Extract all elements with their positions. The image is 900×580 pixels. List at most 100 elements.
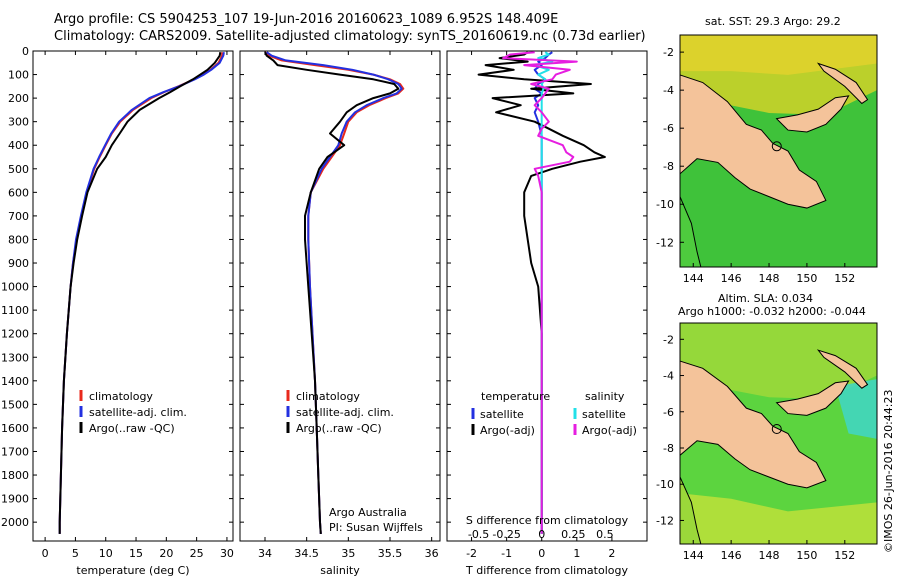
x-tick-label: 36 xyxy=(425,547,439,560)
map-x-tick-label: 150 xyxy=(796,272,817,285)
map-y-tick-label: -6 xyxy=(663,406,674,419)
land-new-guinea xyxy=(679,74,827,209)
y-tick-label: 200 xyxy=(8,92,29,105)
y-tick-label: 1900 xyxy=(1,493,29,506)
x2-tick-label: 0 xyxy=(538,528,545,541)
legend-label: satellite xyxy=(480,408,524,421)
map-sst xyxy=(679,34,878,268)
plot-frame-temperature xyxy=(32,50,234,542)
hot-water-band xyxy=(680,35,877,75)
credit-line2: PI: Susan Wijffels xyxy=(329,521,423,534)
legend-label: Argo(-adj) xyxy=(480,424,535,437)
legend-title: salinity xyxy=(585,390,625,403)
series-line-argo-raw-qc- xyxy=(264,51,400,534)
y-tick-label: 1100 xyxy=(1,304,29,317)
map-y-tick-label: -10 xyxy=(656,198,674,211)
x-axis-label: T difference from climatology xyxy=(465,564,628,577)
x2-tick-label: 0.5 xyxy=(596,528,614,541)
x-tick-label: 34 xyxy=(258,547,272,560)
credit-line1: Argo Australia xyxy=(329,506,407,519)
legend-label: climatology xyxy=(89,390,153,403)
y-tick-label: 1500 xyxy=(1,398,29,411)
map-x-tick-label: 152 xyxy=(834,272,855,285)
y-tick-label: 1000 xyxy=(1,281,29,294)
y-tick-label: 1300 xyxy=(1,351,29,364)
map-x-tick-label: 146 xyxy=(721,272,742,285)
x-tick-label: 34.5 xyxy=(294,547,319,560)
y-tick-label: 800 xyxy=(8,233,29,246)
south-sla-band xyxy=(680,493,877,544)
map-y-tick-label: -12 xyxy=(656,514,674,527)
argo-position-marker xyxy=(771,141,782,152)
land-new-britain xyxy=(775,95,850,133)
y-tick-label: 600 xyxy=(8,186,29,199)
map-y-tick-label: -8 xyxy=(663,160,674,173)
x-tick-label: 30 xyxy=(220,547,234,560)
map-sla xyxy=(679,322,878,545)
map-y-tick-label: -4 xyxy=(663,370,674,383)
map-y-tick-label: -10 xyxy=(656,478,674,491)
high-sla-patch xyxy=(835,379,877,439)
legend-label: satellite-adj. clim. xyxy=(296,406,394,419)
y-tick-label: 400 xyxy=(8,139,29,152)
map-x-tick-label: 144 xyxy=(683,549,704,562)
y-tick-label: 1400 xyxy=(1,375,29,388)
x-tick-label: 35 xyxy=(341,547,355,560)
x-tick-label: 25 xyxy=(190,547,204,560)
argo-position-marker xyxy=(771,424,782,435)
x-tick-label: 15 xyxy=(129,547,143,560)
map-y-tick-label: -8 xyxy=(663,442,674,455)
map-x-tick-label: 152 xyxy=(834,549,855,562)
map-y-tick-label: -2 xyxy=(663,333,674,346)
map-frame xyxy=(679,34,878,268)
plot-frame-salinity xyxy=(239,50,441,542)
legend-label: Argo(..raw -QC) xyxy=(89,422,175,435)
y-tick-label: 300 xyxy=(8,116,29,129)
legend-label: satellite xyxy=(582,408,626,421)
figure-title-line2: Climatology: CARS2009. Satellite-adjuste… xyxy=(54,29,646,44)
y-tick-label: 0 xyxy=(22,45,29,58)
x2-axis-label: S difference from climatology xyxy=(466,514,629,527)
y-tick-label: 2000 xyxy=(1,516,29,529)
y-tick-label: 700 xyxy=(8,210,29,223)
map-y-tick-label: -6 xyxy=(663,122,674,135)
sst-map-title: sat. SST: 29.3 Argo: 29.2 xyxy=(705,15,841,28)
x-tick-label: 2 xyxy=(608,547,615,560)
legend-label: Argo(-adj) xyxy=(582,424,637,437)
land-new-guinea xyxy=(679,360,827,489)
series-line-argo-raw-qc- xyxy=(58,52,222,534)
imos-stamp: ©IMOS 26-Jun-2016 20:44:23 xyxy=(882,389,895,553)
land-new-britain xyxy=(775,380,850,416)
y-tick-label: 1700 xyxy=(1,445,29,458)
map-frame xyxy=(679,322,878,545)
y-tick-label: 900 xyxy=(8,257,29,270)
x-tick-label: 0 xyxy=(42,547,49,560)
x-axis-label: salinity xyxy=(320,564,360,577)
x-tick-label: 5 xyxy=(72,547,79,560)
x-tick-label: 10 xyxy=(99,547,113,560)
x2-tick-label: 0.25 xyxy=(561,528,586,541)
y-tick-label: 1200 xyxy=(1,328,29,341)
y-tick-label: 1800 xyxy=(1,469,29,482)
map-x-tick-label: 150 xyxy=(796,549,817,562)
map-x-tick-label: 148 xyxy=(759,272,780,285)
x-tick-label: -2 xyxy=(466,547,477,560)
y-tick-label: 100 xyxy=(8,69,29,82)
map-y-tick-label: -12 xyxy=(656,236,674,249)
x-axis-label: temperature (deg C) xyxy=(76,564,189,577)
map-y-tick-label: -2 xyxy=(663,46,674,59)
x-tick-label: 35.5 xyxy=(378,547,403,560)
land-new-ireland xyxy=(816,62,869,105)
land-new-ireland xyxy=(816,349,869,389)
series-line-t-argo-adj- xyxy=(477,51,606,534)
warm-water-band xyxy=(680,323,877,400)
legend-title: temperature xyxy=(481,390,550,403)
map-y-tick-label: -4 xyxy=(663,84,674,97)
sla-map-subtitle: Argo h1000: -0.032 h2000: -0.044 xyxy=(678,305,866,318)
legend-label: Argo(..raw -QC) xyxy=(296,422,382,435)
map-x-tick-label: 146 xyxy=(721,549,742,562)
x-tick-label: 20 xyxy=(159,547,173,560)
y-tick-label: 500 xyxy=(8,163,29,176)
sla-map-title: Altim. SLA: 0.034 xyxy=(718,292,814,305)
figure-title-line1: Argo profile: CS 5904253_107 19-Jun-2016… xyxy=(54,12,559,27)
